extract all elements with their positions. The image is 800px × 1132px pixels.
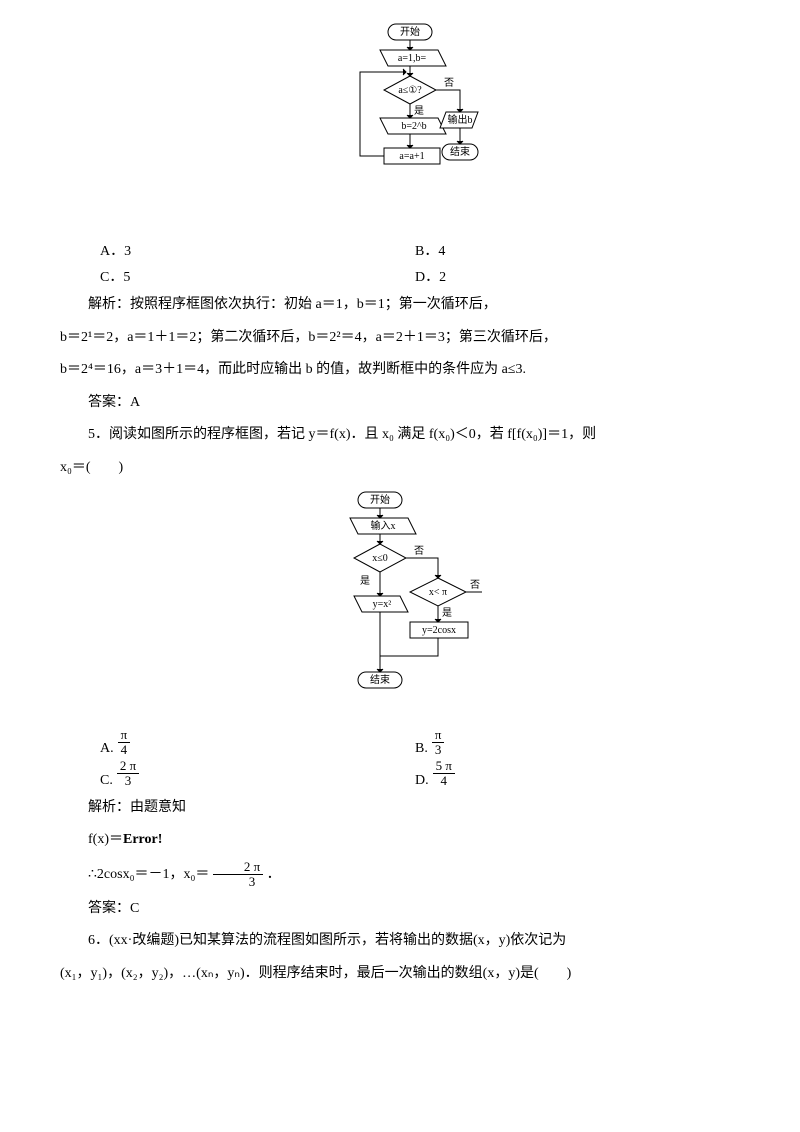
- svg-text:输入x: 输入x: [371, 519, 396, 532]
- option-d: D. 5 π 4: [415, 759, 455, 789]
- fraction: 2 π 3: [213, 860, 263, 890]
- option-c: C. 2 π 3: [100, 759, 415, 789]
- flowchart-q5-svg: 开始 输入x x≤0 是 否 y=x² x< π 否 是 y=2cosx 结束: [310, 488, 490, 708]
- svg-text:否: 否: [470, 579, 480, 591]
- svg-text:a=a+1: a=a+1: [399, 151, 424, 162]
- q5-options-row1: A. π 4 B. π 3: [100, 728, 740, 758]
- svg-text:否: 否: [444, 77, 454, 89]
- q4-options-row2: C．5 D．2: [100, 266, 740, 286]
- fraction: 5 π 4: [433, 759, 455, 789]
- option-c: C．5: [100, 266, 415, 286]
- svg-text:是: 是: [442, 607, 452, 619]
- svg-text:x< π: x< π: [429, 587, 447, 598]
- q4-options-row1: A．3 B．4: [100, 240, 740, 260]
- q4-solution-line1: 解析：按照程序框图依次执行：初始 a＝1，b＝1；第一次循环后，: [60, 292, 740, 319]
- flowchart-q4-svg: 开始 a=1,b= a≤①? 否 是 b=2^b 输出b a=a+1 结束: [320, 20, 480, 220]
- flowchart-q4: 开始 a=1,b= a≤①? 否 是 b=2^b 输出b a=a+1 结束: [60, 20, 740, 225]
- svg-text:输出b: 输出b: [448, 113, 473, 126]
- svg-text:是: 是: [360, 575, 370, 587]
- fraction: π 3: [432, 728, 445, 758]
- q4-solution-line2: b＝2¹＝2，a＝1＋1＝2；第二次循环后，b＝2²＝4，a＝2＋1＝3；第三次…: [60, 325, 740, 352]
- option-b: B．4: [415, 240, 445, 260]
- q6-stem-line2: (x₁，y₁)，(x₂，y₂)，…(xₙ，yₙ)．则程序结束时，最后一次输出的数…: [60, 961, 740, 988]
- svg-text:a=1,b=: a=1,b=: [398, 53, 427, 64]
- svg-text:y=2cosx: y=2cosx: [422, 625, 456, 636]
- option-d: D．2: [415, 266, 446, 286]
- svg-text:y=x²: y=x²: [373, 599, 392, 610]
- q5-stem-b: x₀＝( ): [60, 455, 740, 482]
- svg-text:结束: 结束: [370, 673, 390, 686]
- svg-text:结束: 结束: [450, 145, 470, 158]
- q4-answer: 答案：A: [60, 390, 740, 417]
- fraction: π 4: [118, 728, 131, 758]
- svg-text:a≤①?: a≤①?: [398, 85, 422, 96]
- q5-solution-fx: f(x)＝Error!: [60, 827, 740, 854]
- q5-options-row2: C. 2 π 3 D. 5 π 4: [100, 759, 740, 789]
- q5-solution-lead: 解析：由题意知: [60, 795, 740, 822]
- error-text: Error!: [123, 832, 162, 847]
- q5-stem-a: 5．阅读如图所示的程序框图，若记 y＝f(x)．且 x₀ 满足 f(x₀)＜0，…: [60, 422, 740, 449]
- q5-solution-conclusion: ∴2cosx₀＝－1，x₀＝ 2 π 3 ．: [60, 860, 740, 890]
- fraction: 2 π 3: [117, 759, 139, 789]
- svg-text:否: 否: [414, 545, 424, 557]
- option-b: B. π 3: [415, 728, 444, 758]
- option-a: A．3: [100, 240, 415, 260]
- svg-text:是: 是: [414, 105, 424, 117]
- option-a: A. π 4: [100, 728, 415, 758]
- svg-text:x≤0: x≤0: [372, 553, 388, 564]
- flowchart-q5: 开始 输入x x≤0 是 否 y=x² x< π 否 是 y=2cosx 结束: [60, 488, 740, 713]
- document-page: 开始 a=1,b= a≤①? 否 是 b=2^b 输出b a=a+1 结束 A．…: [0, 0, 800, 1033]
- svg-text:开始: 开始: [400, 25, 420, 38]
- svg-text:b=2^b: b=2^b: [401, 121, 426, 132]
- svg-text:开始: 开始: [370, 493, 390, 506]
- q4-solution-line3: b＝2⁴＝16，a＝3＋1＝4，而此时应输出 b 的值，故判断框中的条件应为 a…: [60, 357, 740, 384]
- q6-stem-line1: 6．(xx·改编题)已知某算法的流程图如图所示，若将输出的数据(x，y)依次记为: [60, 928, 740, 955]
- q5-answer: 答案：C: [60, 896, 740, 923]
